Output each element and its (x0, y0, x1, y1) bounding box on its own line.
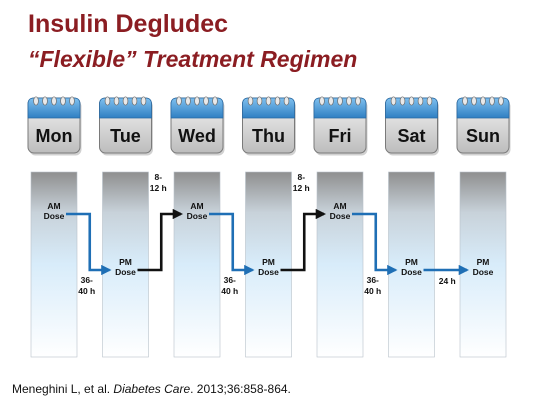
interval-label: 36-40 h (221, 275, 238, 296)
interval-arrow (66, 212, 112, 276)
day-column-fri (316, 171, 364, 358)
dose-label-thu: PM Dose (258, 257, 279, 277)
dose-label-mon: AM Dose (44, 201, 65, 221)
day-label-mon: Mon (36, 126, 73, 146)
slide-subtitle: “Flexible” Treatment Regimen (28, 46, 358, 72)
interval-arrow (352, 212, 398, 276)
calendar-icon: Sat (385, 96, 439, 156)
dose-label-fri: AM Dose (330, 201, 351, 221)
day-column-tue (102, 171, 149, 358)
day-column-wed (173, 171, 221, 358)
dose-label-wed: AM Dose (187, 201, 208, 221)
dose-label-sun: PM Dose (473, 257, 494, 277)
dose-label-tue: PM Dose (115, 257, 136, 277)
interval-label: 36-40 h (78, 275, 95, 296)
interval-label: 8-12 h (150, 172, 167, 193)
calendar-icon: Sun (456, 96, 511, 156)
calendar-icon: Thu (242, 96, 296, 156)
day-label-thu: Thu (252, 126, 285, 146)
citation-details: . 2013;36:858-864. (190, 382, 291, 396)
citation: Meneghini L, et al. Diabetes Care. 2013;… (12, 382, 291, 396)
day-column-thu (245, 171, 292, 358)
calendar-icon: Wed (170, 96, 225, 156)
interval-arrow (137, 208, 184, 272)
day-column-sat (388, 171, 435, 358)
dose-label-sat: PM Dose (401, 257, 422, 277)
citation-journal: Diabetes Care (113, 382, 191, 396)
calendar-icon: Mon (27, 96, 82, 156)
day-column-mon (30, 171, 78, 358)
interval-label: 8-12 h (293, 172, 310, 193)
day-label-fri: Fri (328, 126, 351, 146)
day-column-sun (459, 171, 507, 358)
interval-arrow (209, 212, 255, 276)
day-label-sun: Sun (466, 126, 500, 146)
day-label-wed: Wed (178, 126, 216, 146)
calendar-icon: Fri (313, 96, 368, 156)
interval-label: 24 h (439, 276, 456, 286)
day-label-sat: Sat (397, 126, 425, 146)
slide-title: Insulin Degludec (28, 10, 229, 38)
day-label-tue: Tue (110, 126, 141, 146)
interval-arrow (280, 208, 327, 272)
calendar-icon: Tue (99, 96, 153, 156)
interval-label: 36-40 h (364, 275, 381, 296)
citation-authors: Meneghini L, et al. (12, 382, 114, 396)
